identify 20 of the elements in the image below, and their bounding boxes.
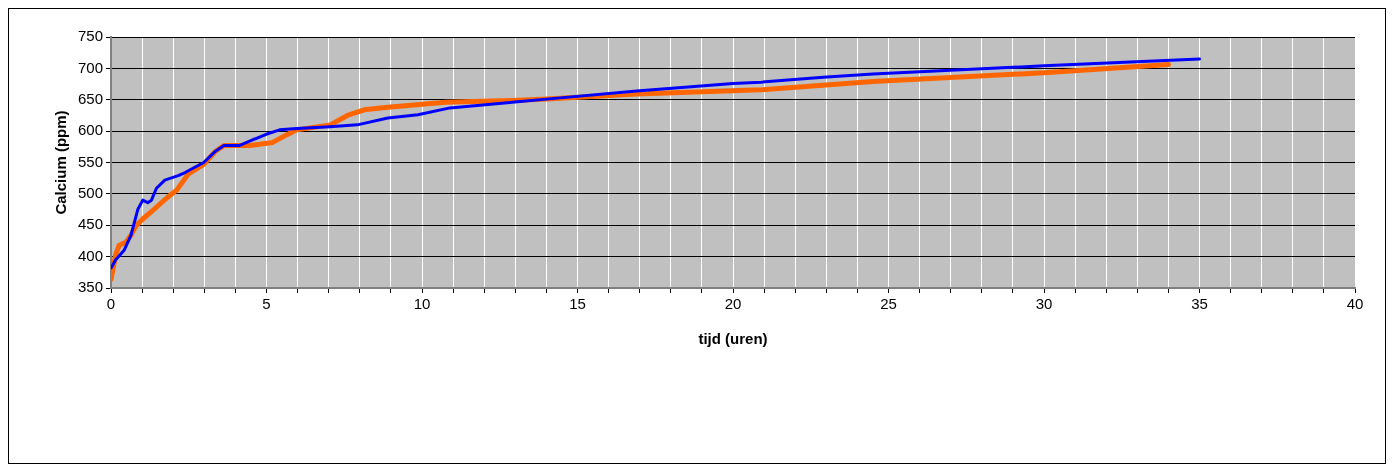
y-axis-title: Calcium (ppm): [52, 110, 70, 215]
x-tick-label: 20: [724, 295, 742, 313]
y-tick-label: 750: [78, 27, 104, 45]
y-tick-label: 550: [78, 152, 104, 170]
x-tick-label: 0: [106, 295, 116, 313]
x-tick-label: 5: [262, 295, 271, 313]
x-tick-label: 30: [1035, 295, 1053, 313]
y-tick-label: 700: [78, 58, 104, 76]
x-axis-title: tijd (uren): [698, 330, 768, 348]
x-tick-label: 15: [569, 295, 586, 313]
x-tick-label: 25: [880, 295, 897, 313]
x-tick-label: 40: [1346, 295, 1364, 313]
x-tick-label: 35: [1191, 295, 1208, 313]
y-tick-label: 350: [78, 278, 104, 296]
y-tick-label: 500: [78, 184, 104, 202]
y-tick-label: 450: [78, 215, 104, 233]
y-tick-label: 400: [78, 246, 104, 264]
y-tick-label: 600: [78, 121, 104, 139]
x-tick-label: 10: [413, 295, 431, 313]
y-tick-label: 650: [78, 89, 104, 107]
